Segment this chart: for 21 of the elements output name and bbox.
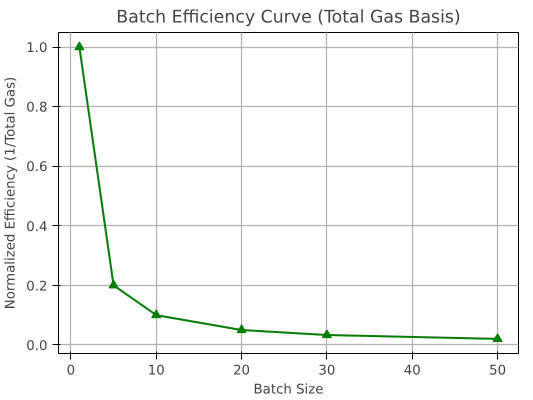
x-tick-label: 0: [66, 364, 76, 378]
y-tick-label: 0.2: [26, 279, 48, 294]
point: [151, 309, 162, 318]
x-tick-label: 10: [148, 364, 165, 378]
y-tick-label: 1.0: [26, 41, 48, 56]
y-tick-label: 0.6: [26, 160, 48, 176]
x-tick-label: 20: [233, 364, 250, 378]
chart-title: Batch Efficiency Curve (Total Gas Basis): [116, 8, 461, 28]
point: [108, 280, 119, 288]
x-tick-label: 30: [318, 364, 336, 378]
x-tick-label: 50: [489, 364, 506, 378]
x-axis-title: Batch Size: [254, 382, 324, 398]
y-axis-title: Normalized Efficiency (1/Total Gas): [3, 76, 18, 310]
x-tick-label: 40: [404, 364, 421, 378]
point: [236, 324, 247, 334]
point: [322, 329, 332, 338]
y-tick-label: 0.4: [26, 220, 48, 235]
y-tick-label: 0.0: [26, 338, 48, 354]
point: [492, 333, 503, 342]
y-tick-label: 0.8: [26, 100, 48, 116]
point: [74, 41, 84, 50]
